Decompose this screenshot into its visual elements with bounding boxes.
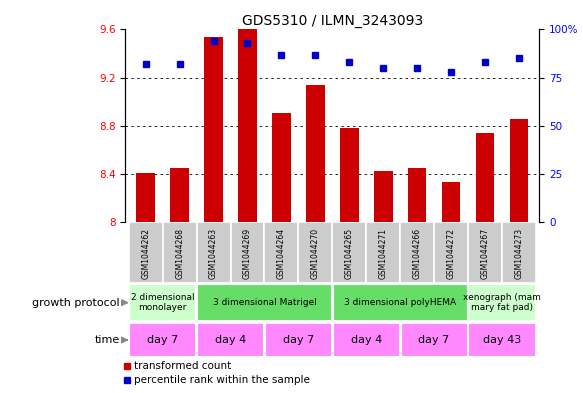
Bar	[401, 323, 468, 356]
Text: 2 dimensional
monolayer: 2 dimensional monolayer	[131, 293, 195, 312]
Bar	[197, 323, 264, 356]
Text: day 4: day 4	[215, 335, 246, 345]
Text: GSM1044262: GSM1044262	[141, 228, 150, 279]
Bar	[476, 133, 494, 222]
Text: growth protocol: growth protocol	[32, 298, 120, 308]
Text: GSM1044269: GSM1044269	[243, 228, 252, 279]
Text: GSM1044270: GSM1044270	[311, 228, 320, 279]
Bar	[333, 323, 400, 356]
Bar	[468, 284, 536, 321]
Bar	[136, 173, 155, 222]
Text: time: time	[94, 335, 120, 345]
Bar	[374, 171, 392, 222]
Text: GSM1044271: GSM1044271	[379, 228, 388, 279]
Bar	[265, 323, 332, 356]
Bar	[502, 222, 536, 283]
Bar	[230, 222, 265, 283]
Text: 3 dimensional Matrigel: 3 dimensional Matrigel	[213, 298, 317, 307]
Bar	[333, 284, 468, 321]
Bar	[468, 222, 502, 283]
Bar	[468, 323, 536, 356]
Text: GSM1044267: GSM1044267	[480, 228, 490, 279]
Text: GSM1044263: GSM1044263	[209, 228, 218, 279]
Text: transformed count: transformed count	[135, 362, 231, 371]
Text: xenograph (mam
mary fat pad): xenograph (mam mary fat pad)	[463, 293, 541, 312]
Bar	[442, 182, 461, 222]
Bar	[170, 168, 189, 222]
Text: GSM1044272: GSM1044272	[447, 228, 455, 279]
Text: GSM1044268: GSM1044268	[175, 228, 184, 279]
Bar	[129, 222, 163, 283]
Text: day 4: day 4	[350, 335, 382, 345]
Text: day 7: day 7	[283, 335, 314, 345]
Text: percentile rank within the sample: percentile rank within the sample	[135, 375, 310, 385]
Bar	[434, 222, 468, 283]
Bar	[204, 37, 223, 222]
Bar	[129, 323, 196, 356]
Bar	[408, 168, 426, 222]
Text: GSM1044273: GSM1044273	[514, 228, 524, 279]
Text: GSM1044265: GSM1044265	[345, 228, 354, 279]
Text: GSM1044264: GSM1044264	[277, 228, 286, 279]
Bar	[196, 222, 230, 283]
Bar	[272, 112, 291, 222]
Bar	[163, 222, 196, 283]
Bar	[510, 119, 528, 222]
Text: day 7: day 7	[147, 335, 178, 345]
Bar	[340, 128, 359, 222]
Bar	[332, 222, 366, 283]
Bar	[129, 284, 196, 321]
Text: day 43: day 43	[483, 335, 521, 345]
Bar	[366, 222, 400, 283]
Bar	[400, 222, 434, 283]
Bar	[298, 222, 332, 283]
Bar	[306, 85, 325, 222]
Bar	[265, 222, 298, 283]
Bar	[238, 29, 257, 222]
Text: GSM1044266: GSM1044266	[413, 228, 422, 279]
Text: 3 dimensional polyHEMA: 3 dimensional polyHEMA	[344, 298, 456, 307]
Text: day 7: day 7	[419, 335, 449, 345]
Title: GDS5310 / ILMN_3243093: GDS5310 / ILMN_3243093	[242, 15, 423, 28]
Bar	[197, 284, 332, 321]
